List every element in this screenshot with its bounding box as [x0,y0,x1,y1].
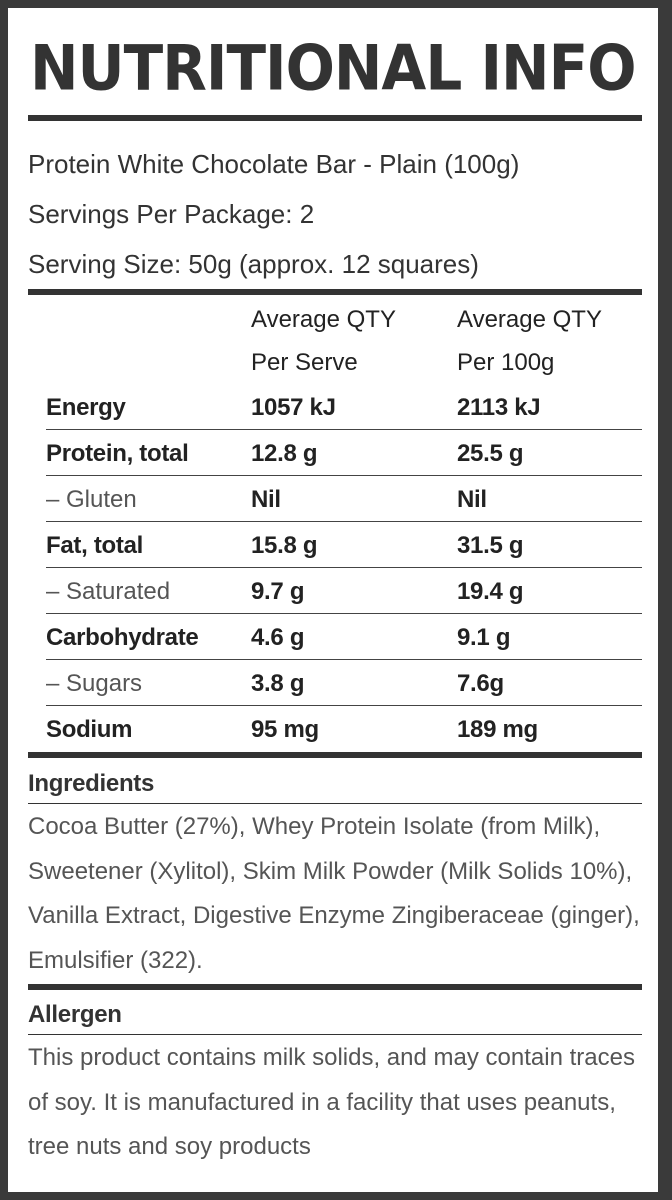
row-gluten-per-100g: Nil [457,486,487,513]
row-fat-per-100g: 31.5 g [457,532,524,559]
row-saturated-per-serve: 9.7 g [251,578,305,605]
table-bottom-divider [28,752,642,758]
serving-size: Serving Size: 50g (approx. 12 squares) [28,249,479,279]
ingredients-heading: Ingredients [28,770,155,797]
row-carbohydrate-name: Carbohydrate [46,624,199,651]
row-gluten-per-serve: Nil [251,486,281,513]
row-energy-per-serve: 1057 kJ [251,394,336,421]
row-divider [46,429,642,430]
row-divider [46,705,642,706]
row-fat-per-serve: 15.8 g [251,532,318,559]
row-protein-per-serve: 12.8 g [251,440,318,467]
row-divider [46,567,642,568]
allergen-divider [28,1034,642,1035]
header-per-100g-line2: Per 100g [457,349,555,376]
page-title: NUTRITIONAL INFO [30,31,637,105]
row-sugars-per-100g: 7.6g [457,670,504,697]
nutrition-label: NUTRITIONAL INFO Protein White Chocolate… [8,8,658,1192]
product-name: Protein White Chocolate Bar - Plain (100… [28,149,520,179]
allergen-text: This product contains milk solids, and m… [28,1044,635,1160]
row-fat-name: Fat, total [46,532,143,559]
servings-per-package: Servings Per Package: 2 [28,199,315,229]
row-sugars-per-serve: 3.8 g [251,670,305,697]
row-sugars-name: – Sugars [46,670,143,697]
row-energy-per-100g: 2113 kJ [457,394,541,421]
header-per-serve-line1: Average QTY [251,306,396,333]
allergen-top-divider [28,984,642,990]
row-divider [46,613,642,614]
header-per-serve-line2: Per Serve [251,349,358,376]
table-top-divider [28,289,642,295]
title-divider [28,115,642,121]
row-protein-name: Protein, total [46,440,189,467]
row-sodium-name: Sodium [46,716,133,743]
row-carbohydrate-per-serve: 4.6 g [251,624,305,651]
row-sodium-per-serve: 95 mg [251,716,319,743]
row-protein-per-100g: 25.5 g [457,440,524,467]
row-sodium-per-100g: 189 mg [457,716,538,743]
allergen-heading: Allergen [28,1001,122,1028]
header-per-100g-line1: Average QTY [457,306,602,333]
row-saturated-name: – Saturated [46,578,171,605]
row-gluten-name: – Gluten [46,486,137,513]
ingredients-divider [28,803,642,804]
row-energy-name: Energy [46,394,126,421]
row-divider [46,521,642,522]
row-saturated-per-100g: 19.4 g [457,578,524,605]
ingredients-text: Cocoa Butter (27%), Whey Protein Isolate… [28,813,640,974]
row-divider [46,475,642,476]
row-divider [46,659,642,660]
row-carbohydrate-per-100g: 9.1 g [457,624,511,651]
